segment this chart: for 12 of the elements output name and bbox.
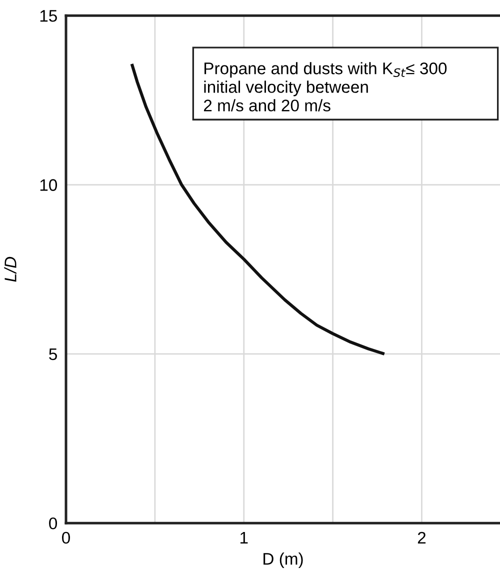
annotation: 2 m/s and 20 m/s [204, 99, 330, 112]
y-tick-label: 5 [49, 348, 57, 360]
x-tick-label: 1 [240, 532, 248, 544]
y-axis-title: L/D [4, 256, 16, 282]
x-axis-title: D (m) [264, 552, 303, 568]
y-tick-label: 15 [40, 10, 57, 22]
y-tick-label: 0 [49, 517, 58, 530]
x-tick-label: 2 [418, 532, 426, 544]
annotation: initial velocity between [204, 80, 368, 96]
x-tick-label: 0 [62, 532, 70, 544]
annotation: Propane and dusts with K$_{St}$≤ 300 [204, 62, 447, 78]
y-tick-label: 10 [40, 179, 58, 191]
